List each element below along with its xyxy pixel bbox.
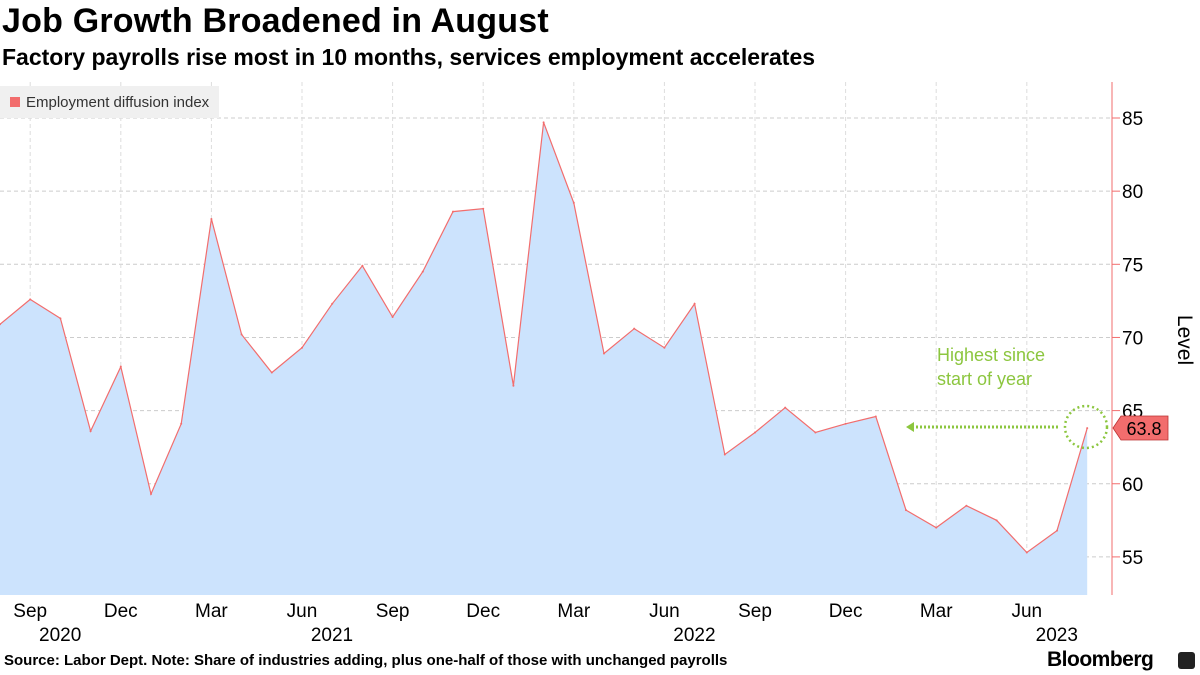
data-point — [542, 121, 545, 124]
data-point — [1025, 551, 1028, 554]
x-tick-label: Jun — [287, 601, 318, 622]
x-year-label: 2022 — [673, 625, 715, 646]
data-point — [784, 406, 787, 409]
legend: Employment diffusion index — [0, 86, 220, 118]
data-point — [633, 327, 636, 330]
data-point — [814, 431, 817, 434]
data-point — [210, 217, 213, 220]
data-point — [119, 365, 122, 368]
x-year-label: 2020 — [39, 625, 81, 646]
x-tick-label: Jun — [1011, 601, 1042, 622]
last-value-badge: 63.8 — [1112, 415, 1169, 441]
data-point — [89, 430, 92, 433]
data-point — [512, 384, 515, 387]
data-point — [693, 302, 696, 305]
data-point — [603, 352, 605, 355]
data-point — [452, 210, 454, 213]
annotation-text-2: start of year — [937, 369, 1032, 389]
arrow-head-icon — [906, 422, 914, 432]
x-tick-label: Jun — [649, 601, 680, 622]
x-tick-label: Mar — [920, 601, 953, 622]
data-point — [270, 371, 273, 374]
x-year-label: 2021 — [311, 625, 353, 646]
data-point — [421, 270, 424, 273]
data-point — [723, 453, 726, 456]
data-point — [905, 509, 907, 512]
x-year-label: 2023 — [1036, 625, 1078, 646]
data-point — [1086, 427, 1089, 430]
data-point — [29, 298, 32, 301]
chart-title: Job Growth Broadened in August — [2, 2, 549, 40]
data-point — [59, 317, 62, 320]
y-tick-label: 70 — [1122, 328, 1143, 349]
data-point — [965, 504, 968, 507]
x-tick-label: Mar — [195, 601, 228, 622]
x-tick-label: Sep — [738, 601, 772, 622]
data-point — [180, 422, 183, 425]
data-point — [844, 422, 847, 425]
legend-label: Employment diffusion index — [26, 93, 210, 111]
legend-swatch-icon — [10, 97, 20, 107]
x-tick-label: Dec — [104, 601, 138, 622]
x-tick-label: Sep — [376, 601, 410, 622]
y-axis-label: Level — [1173, 315, 1196, 365]
data-point — [301, 346, 303, 349]
x-tick-label: Dec — [829, 601, 863, 622]
bloomberg-chart-icon — [1178, 652, 1195, 669]
last-value-label: 63.8 — [1126, 419, 1161, 439]
y-tick-label: 55 — [1122, 548, 1143, 569]
x-ticks: Sep 2020 Dec Mar Jun 2021 Sep Dec Mar Jun 2022 Sep D… — [13, 601, 1078, 646]
data-point — [995, 519, 998, 522]
data-point — [331, 302, 334, 305]
data-point — [0, 323, 1, 326]
data-point — [754, 431, 756, 434]
y-tick-label: 80 — [1122, 182, 1143, 203]
data-point — [482, 207, 485, 210]
y-tick-label: 85 — [1122, 109, 1143, 130]
data-point — [1056, 529, 1058, 532]
data-point — [663, 346, 666, 349]
y-tick-label: 60 — [1122, 475, 1143, 496]
data-point — [361, 264, 364, 267]
data-point — [572, 201, 575, 204]
data-point — [150, 492, 152, 495]
data-point — [240, 333, 243, 336]
source-note: Source: Labor Dept. Note: Share of indus… — [4, 652, 728, 669]
data-point — [874, 415, 877, 418]
x-tick-label: Sep — [13, 601, 47, 622]
y-tick-label: 75 — [1122, 255, 1143, 276]
data-point — [391, 315, 394, 318]
annotation: Highest since start of year — [906, 345, 1109, 450]
data-point — [935, 526, 938, 529]
data-points — [0, 121, 1089, 554]
brand-logo: Bloomberg — [1047, 648, 1154, 671]
x-tick-label: Mar — [557, 601, 590, 622]
annotation-text-1: Highest since — [937, 345, 1045, 365]
chart-subtitle: Factory payrolls rise most in 10 months,… — [2, 44, 816, 70]
series-area — [0, 122, 1088, 596]
x-tick-label: Dec — [466, 601, 500, 622]
annotation-circle — [1063, 404, 1109, 450]
